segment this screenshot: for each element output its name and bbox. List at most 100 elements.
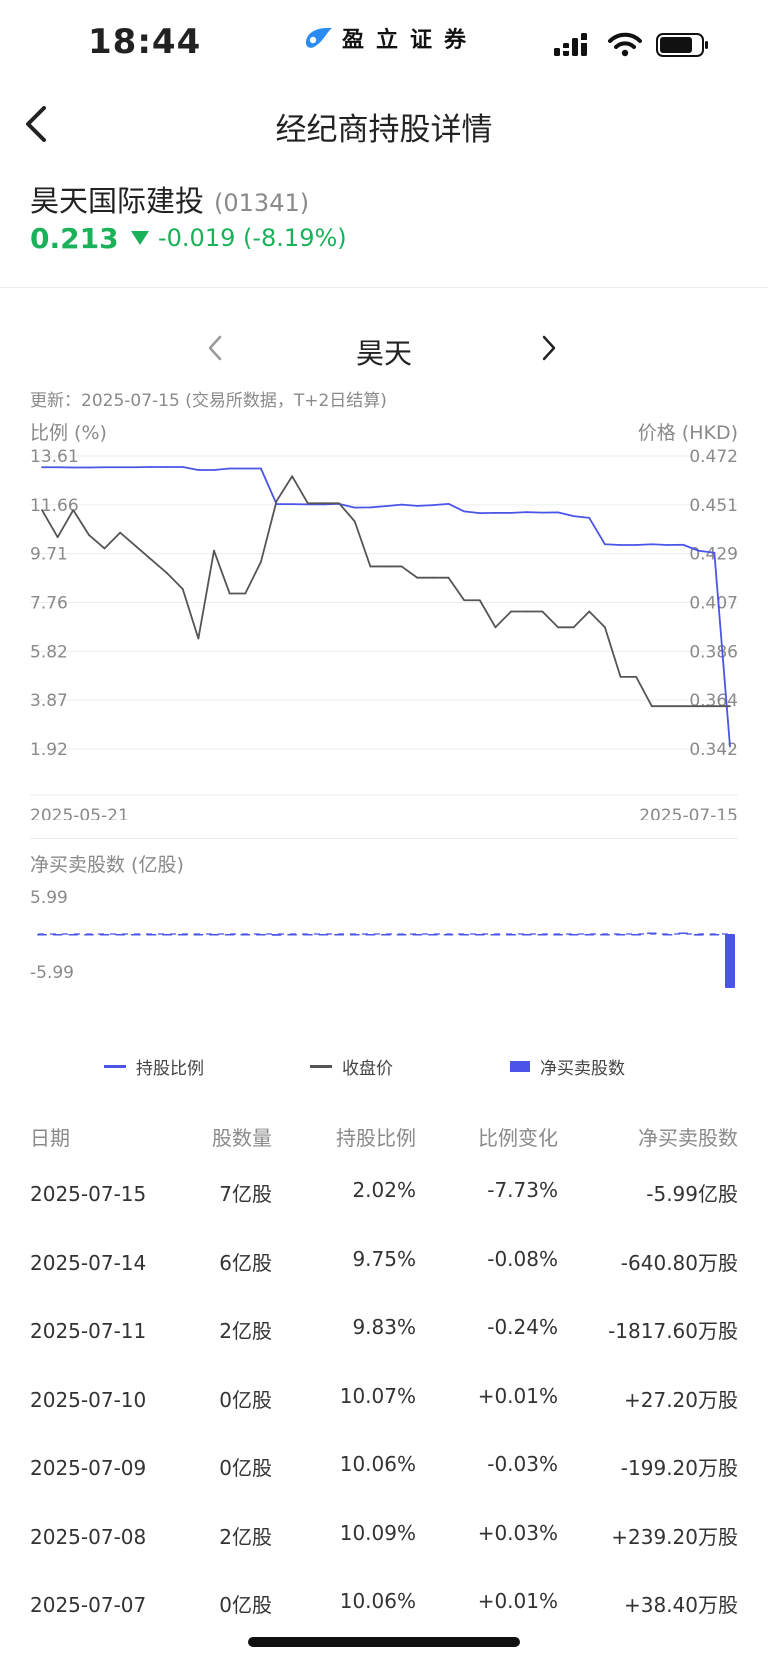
close-price-point <box>150 558 153 561</box>
holding-ratio-point <box>588 517 591 519</box>
cell-ratio-change: +0.01% <box>477 1383 558 1408</box>
cell-ratio: 10.09% <box>339 1520 416 1545</box>
brand-name: 盈立证券 <box>342 28 479 53</box>
net-trade-bar <box>662 934 673 936</box>
net-trade-chart <box>37 932 735 988</box>
legend-line-swatch <box>310 1065 332 1068</box>
net-trade-bar <box>381 934 391 936</box>
holding-ratio-point <box>166 466 168 468</box>
brand-icon <box>306 27 332 48</box>
cell-ratio-change: +0.03% <box>477 1520 558 1545</box>
holding-ratio-point <box>432 504 434 507</box>
close-price-point <box>478 599 481 602</box>
net-trade-bar <box>490 934 501 936</box>
x-end-label: 2025-07-15 <box>639 806 738 820</box>
cell-ratio: 9.83% <box>352 1315 416 1339</box>
holding-ratio-point <box>416 504 419 507</box>
holding-ratio-line <box>42 466 731 747</box>
close-price-point <box>72 509 75 511</box>
legend-label: 收盘价 <box>342 1059 393 1079</box>
cell-ratio: 10.06% <box>339 1589 416 1613</box>
cell-net-trade: -640.80万股 <box>620 1250 738 1275</box>
net-trade-bar <box>162 934 173 936</box>
net-trade-bar <box>427 934 438 936</box>
holding-ratio-point <box>134 466 137 469</box>
broker-name: 昊天 <box>355 337 412 370</box>
left-tick-label: 13.61 <box>30 447 79 467</box>
right-tick-label: 0.386 <box>689 642 738 662</box>
left-tick-label: 3.87 <box>30 691 68 711</box>
holding-ratio-point <box>213 469 215 471</box>
right-axis-title: 价格 (HKD) <box>637 422 738 444</box>
table-header-date: 日期 <box>30 1126 70 1150</box>
net-trade-bar <box>693 934 704 936</box>
next-broker-chevron-icon[interactable] <box>540 334 558 362</box>
net-trade-bar <box>537 934 548 936</box>
close-price-point <box>447 576 450 579</box>
close-price-point <box>666 705 669 708</box>
update-note: 更新：2025-07-15 (交易所数据，T+2日结算) <box>30 391 387 411</box>
close-price-point <box>181 588 184 590</box>
holding-ratio-point <box>88 466 90 469</box>
close-price-point <box>557 626 559 629</box>
cell-net-trade: +38.40万股 <box>623 1593 738 1617</box>
net-trade-bar <box>615 934 626 936</box>
cell-shares: 7亿股 <box>219 1182 272 1206</box>
back-arrow-icon[interactable] <box>22 104 52 144</box>
net-trade-bar <box>68 934 79 936</box>
cell-net-trade: -199.20万股 <box>620 1456 738 1480</box>
table-header-ratio-change: 比例变化 <box>478 1126 558 1150</box>
holding-ratio-point <box>275 503 278 506</box>
close-price-point <box>588 610 591 613</box>
close-price-point <box>103 547 106 550</box>
status-icons <box>554 32 710 58</box>
holding-ratio-point <box>150 466 153 468</box>
close-price-point <box>416 576 419 579</box>
stock-header: 昊天国际建投 (01341) <box>30 178 309 220</box>
close-price-point <box>338 502 340 505</box>
net-trade-bar <box>412 934 423 936</box>
net-trade-bar <box>365 934 376 936</box>
cell-ratio-change: -7.73% <box>487 1178 558 1202</box>
close-price-point <box>197 637 200 640</box>
holding-ratio-point <box>650 543 653 546</box>
chart-grid <box>30 455 738 796</box>
cell-shares: 0亿股 <box>219 1593 272 1617</box>
prev-broker-chevron-icon[interactable] <box>206 334 224 362</box>
net-trade-bar <box>302 934 313 936</box>
cell-ratio: 10.07% <box>339 1383 416 1408</box>
holding-ratio-point <box>447 502 450 505</box>
net-trade-bar <box>646 932 657 934</box>
left-tick-label: 9.71 <box>30 545 68 565</box>
close-price-point <box>385 565 387 568</box>
holding-ratio-point <box>41 466 43 469</box>
net-trade-bar <box>584 934 595 936</box>
close-price-point <box>369 565 372 568</box>
net-trade-bar <box>52 934 63 936</box>
legend-item-price: 收盘价 <box>310 1054 393 1079</box>
legend-bar-swatch <box>510 1061 530 1072</box>
cell-net-trade: +27.20万股 <box>623 1387 738 1412</box>
cell-ratio-change: -0.08% <box>487 1246 558 1271</box>
holding-ratio-point <box>557 511 559 514</box>
holding-ratio-point <box>541 511 544 514</box>
holding-ratio-point <box>572 515 575 518</box>
holding-ratio-point <box>494 511 497 514</box>
net-trade-bar <box>443 934 454 936</box>
holding-ratio-point <box>666 544 669 546</box>
net-trade-bar <box>334 934 345 936</box>
net-trade-bar <box>83 934 94 936</box>
close-price-point <box>228 592 231 595</box>
right-tick-label: 0.342 <box>689 740 738 760</box>
page-title: 经纪商持股详情 <box>275 112 493 148</box>
close-price-point <box>400 565 403 568</box>
right-tick-label: 0.451 <box>689 496 738 516</box>
close-price-point <box>260 561 262 563</box>
table-header-ratio: 持股比例 <box>336 1126 416 1150</box>
close-price-point <box>306 502 309 505</box>
cell-net-trade: -5.99亿股 <box>646 1182 738 1206</box>
table-header-shares: 股数量 <box>212 1126 272 1150</box>
